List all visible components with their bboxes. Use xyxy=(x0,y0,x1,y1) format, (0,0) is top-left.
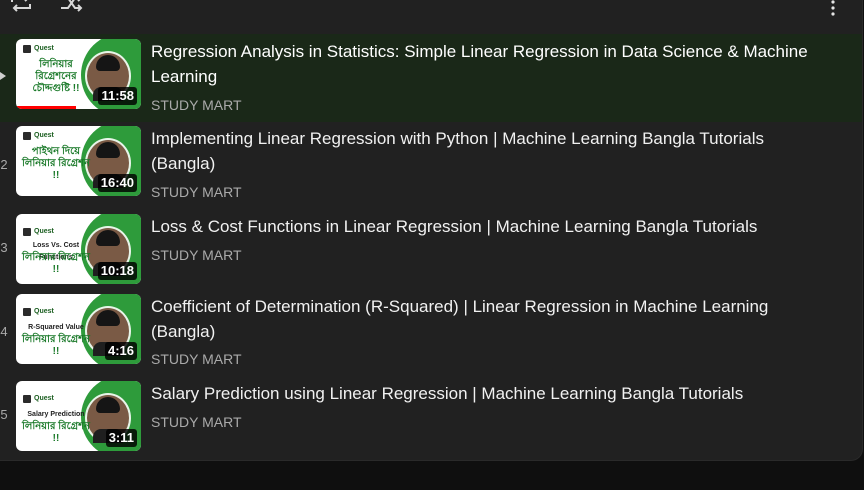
thumbnail-caption: লিনিয়ার রিগ্রেশন !! xyxy=(22,421,90,444)
quest-logo: Quest xyxy=(23,43,54,54)
duration-badge: 11:58 xyxy=(98,87,137,105)
thumbnail-caption: পাইথন দিয়ে লিনিয়ার রিগ্রেশন !! xyxy=(22,146,90,181)
playlist-item[interactable]: 5 Quest Salary Prediction লিনিয়ার রিগ্র… xyxy=(0,377,862,457)
channel-name[interactable]: STUDY MART xyxy=(151,184,242,200)
thumbnail-subcaption: Salary Prediction xyxy=(27,411,85,418)
duration-badge: 3:11 xyxy=(105,429,137,447)
more-vertical-icon[interactable] xyxy=(830,0,836,16)
quest-logo: Quest xyxy=(23,393,54,404)
item-index: 2 xyxy=(0,157,8,172)
channel-name[interactable]: STUDY MART xyxy=(151,97,242,113)
channel-name[interactable]: STUDY MART xyxy=(151,351,242,367)
playlist-panel: Quest লিনিয়ার রিগ্রেশনের চৌদ্দগুষ্টি !!… xyxy=(0,0,863,461)
watch-progress-bar xyxy=(16,106,76,109)
video-title[interactable]: Salary Prediction using Linear Regressio… xyxy=(151,384,744,403)
quest-logo: Quest xyxy=(23,226,54,237)
now-playing-icon xyxy=(0,72,6,80)
playlist-controls xyxy=(0,0,862,28)
channel-name[interactable]: STUDY MART xyxy=(151,414,242,430)
video-title[interactable]: Implementing Linear Regression with Pyth… xyxy=(151,129,764,173)
thumbnail-subcaption: R-Squared Value xyxy=(28,324,84,331)
quest-logo: Quest xyxy=(23,306,54,317)
video-thumbnail[interactable]: Quest R-Squared Value লিনিয়ার রিগ্রেশন … xyxy=(16,294,141,364)
playlist-item[interactable]: 2 Quest পাইথন দিয়ে লিনিয়ার রিগ্রেশন !!… xyxy=(0,122,862,202)
video-thumbnail[interactable]: Quest Salary Prediction লিনিয়ার রিগ্রেশ… xyxy=(16,381,141,451)
quest-logo: Quest xyxy=(23,130,54,141)
thumbnail-caption: লিনিয়ার রিগ্রেশনের চৌদ্দগুষ্টি !! xyxy=(32,59,80,94)
playlist-item[interactable]: Quest লিনিয়ার রিগ্রেশনের চৌদ্দগুষ্টি !!… xyxy=(0,34,862,122)
video-title[interactable]: Regression Analysis in Statistics: Simpl… xyxy=(151,42,808,86)
thumbnail-subcaption: Loss Vs. Cost Functions xyxy=(32,242,80,261)
item-index: 5 xyxy=(0,407,8,422)
loop-icon[interactable] xyxy=(8,0,34,14)
video-thumbnail[interactable]: Quest পাইথন দিয়ে লিনিয়ার রিগ্রেশন !! 1… xyxy=(16,126,141,196)
playlist-item[interactable]: 4 Quest R-Squared Value লিনিয়ার রিগ্রেশ… xyxy=(0,290,862,370)
item-index: 4 xyxy=(0,324,8,339)
channel-name[interactable]: STUDY MART xyxy=(151,247,242,263)
video-title[interactable]: Loss & Cost Functions in Linear Regressi… xyxy=(151,217,758,236)
video-thumbnail[interactable]: Quest লিনিয়ার রিগ্রেশনের চৌদ্দগুষ্টি !!… xyxy=(16,39,141,109)
duration-badge: 16:40 xyxy=(97,174,137,192)
shuffle-icon[interactable] xyxy=(58,0,84,14)
thumbnail-caption: লিনিয়ার রিগ্রেশন !! xyxy=(22,334,90,357)
thumbnail-caption: লিনিয়ার রিগ্রেশন !! xyxy=(22,252,90,275)
duration-badge: 10:18 xyxy=(97,262,137,280)
playlist-item[interactable]: 3 Quest Loss Vs. Cost Functions লিনিয়ার… xyxy=(0,210,862,290)
video-title[interactable]: Coefficient of Determination (R-Squared)… xyxy=(151,297,769,341)
video-thumbnail[interactable]: Quest Loss Vs. Cost Functions লিনিয়ার র… xyxy=(16,214,141,284)
duration-badge: 4:16 xyxy=(104,342,137,360)
item-index: 3 xyxy=(0,240,8,255)
